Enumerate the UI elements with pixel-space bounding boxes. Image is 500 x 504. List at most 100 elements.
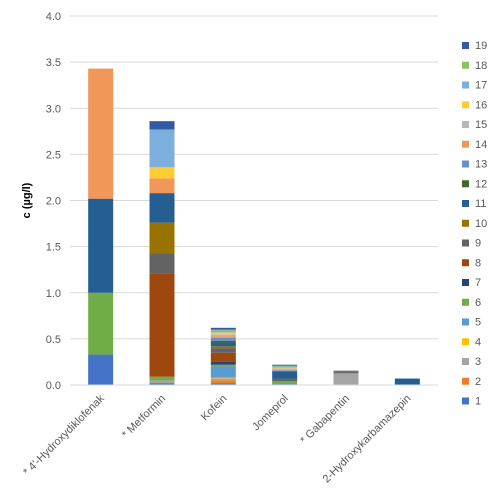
legend-swatch bbox=[462, 101, 469, 109]
bar-segment-6 bbox=[333, 373, 359, 374]
bar-segment-16 bbox=[272, 367, 298, 369]
bar-segment-19 bbox=[210, 327, 236, 330]
bars bbox=[88, 68, 420, 385]
legend-swatch bbox=[462, 219, 469, 227]
legend-label: 11 bbox=[475, 198, 486, 210]
bar-segment-14 bbox=[210, 336, 236, 338]
legend-swatch bbox=[462, 160, 469, 168]
y-tick-label: 1.5 bbox=[46, 242, 61, 254]
bar-segment-16 bbox=[210, 332, 236, 335]
legend-swatch bbox=[462, 318, 469, 326]
bar-segment-7 bbox=[210, 361, 236, 365]
legend-swatch bbox=[462, 377, 469, 385]
legend-swatch bbox=[462, 140, 469, 148]
legend-label: 8 bbox=[475, 257, 481, 269]
legend-label: 12 bbox=[475, 178, 487, 190]
bar-segment-14 bbox=[88, 68, 114, 199]
legend-swatch bbox=[462, 42, 469, 49]
bar-segment-16 bbox=[149, 167, 175, 179]
bar-segment-18 bbox=[210, 329, 236, 331]
bar-segment-19 bbox=[149, 121, 175, 130]
bar-segment-5 bbox=[210, 366, 236, 378]
legend-label: 18 bbox=[475, 60, 487, 72]
x-category-label: Kofein bbox=[199, 393, 230, 424]
gridlines bbox=[70, 15, 438, 340]
bar-segment-9 bbox=[210, 348, 236, 353]
legend-swatch bbox=[462, 61, 469, 69]
bar-segment-6 bbox=[210, 364, 236, 367]
legend-label: 17 bbox=[475, 80, 487, 92]
bar-segment-14 bbox=[272, 369, 298, 371]
bar-segment-17 bbox=[210, 330, 236, 333]
bar-segment-12 bbox=[210, 340, 236, 343]
legend-swatch bbox=[462, 200, 469, 207]
legend-swatch bbox=[462, 259, 469, 267]
bar-segment-11 bbox=[88, 198, 114, 293]
bar-segment-11 bbox=[149, 193, 175, 223]
legend-swatch bbox=[462, 121, 469, 128]
x-category-label: * 4'-Hydroxydiklofenak bbox=[21, 392, 107, 478]
legend-label: 19 bbox=[475, 40, 487, 52]
bar-segment-9 bbox=[333, 372, 359, 374]
legend-label: 14 bbox=[475, 139, 487, 151]
bar-segment-9 bbox=[272, 378, 298, 382]
legend-label: 5 bbox=[475, 317, 481, 329]
legend-label: 9 bbox=[475, 238, 481, 250]
bar-segment-1 bbox=[210, 383, 236, 385]
y-tick-label: 1.0 bbox=[46, 288, 61, 300]
bar-segment-11 bbox=[210, 342, 236, 347]
legend: 19 18 17 16 15 14 13 12 11 10 9 8 7 6 5 4 3 2 1 bbox=[462, 40, 487, 408]
legend-swatch bbox=[462, 180, 469, 188]
bar-segment-3 bbox=[210, 378, 236, 381]
bar-segment-15 bbox=[210, 334, 236, 337]
x-category-label: Jomeprol bbox=[250, 393, 290, 433]
bar-segment-15 bbox=[333, 370, 359, 372]
bar-segment-10 bbox=[210, 346, 236, 349]
bar-segment-4 bbox=[210, 377, 236, 379]
bar-segment-10 bbox=[149, 222, 175, 254]
bar-segment-8 bbox=[210, 352, 236, 362]
y-tick-label: 2.5 bbox=[46, 149, 61, 161]
y-tick-label: 0.0 bbox=[46, 380, 61, 392]
bar-segment-6 bbox=[149, 376, 175, 381]
bar-segment-2 bbox=[210, 380, 236, 384]
y-tick-label: 3.0 bbox=[46, 103, 61, 115]
legend-swatch bbox=[462, 279, 469, 286]
y-axis-title: c (µg/l) bbox=[21, 182, 33, 218]
bar-segment-18 bbox=[272, 365, 298, 367]
legend-label: 16 bbox=[475, 99, 487, 111]
x-category-label: * Gabapentin bbox=[298, 393, 352, 447]
bar-segment-17 bbox=[149, 129, 175, 168]
bar-segment-11 bbox=[333, 371, 359, 373]
axes: 0.0 0.5 1.0 1.5 2.0 2.5 3.0 3.5 4.0 * 4'-Hydroxyd… bbox=[21, 11, 438, 485]
legend-label: 2 bbox=[475, 376, 481, 388]
legend-swatch bbox=[462, 239, 469, 247]
bar-segment-9 bbox=[149, 253, 175, 274]
bar-segment-17 bbox=[272, 366, 298, 368]
bar-segment-3 bbox=[333, 373, 359, 385]
x-category-label: * Metformin bbox=[120, 393, 168, 441]
bar-segment-19 bbox=[272, 364, 298, 366]
bar-segment-6 bbox=[272, 381, 298, 385]
legend-label: 1 bbox=[475, 396, 481, 408]
bar-segment-1 bbox=[149, 383, 175, 385]
bar-segment-6 bbox=[88, 292, 114, 355]
legend-swatch bbox=[462, 397, 469, 405]
legend-swatch bbox=[462, 298, 469, 306]
bar-segment-8 bbox=[149, 273, 175, 377]
bar-segment-15 bbox=[272, 368, 298, 370]
bar-segment-13 bbox=[272, 370, 298, 372]
legend-label: 10 bbox=[475, 218, 487, 230]
bar-segment-11 bbox=[394, 378, 420, 385]
bar-segment-14 bbox=[149, 178, 175, 194]
y-tick-label: 2.0 bbox=[46, 196, 61, 208]
legend-swatch bbox=[462, 358, 469, 365]
bar-segment-1 bbox=[88, 354, 114, 385]
legend-label: 3 bbox=[475, 356, 481, 368]
legend-label: 4 bbox=[475, 336, 481, 348]
bar-segment-13 bbox=[210, 337, 236, 341]
legend-label: 13 bbox=[475, 159, 487, 171]
y-tick-label: 3.5 bbox=[46, 57, 61, 69]
